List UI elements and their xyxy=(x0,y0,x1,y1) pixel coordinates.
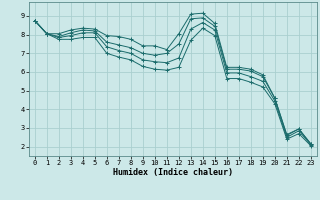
X-axis label: Humidex (Indice chaleur): Humidex (Indice chaleur) xyxy=(113,168,233,177)
